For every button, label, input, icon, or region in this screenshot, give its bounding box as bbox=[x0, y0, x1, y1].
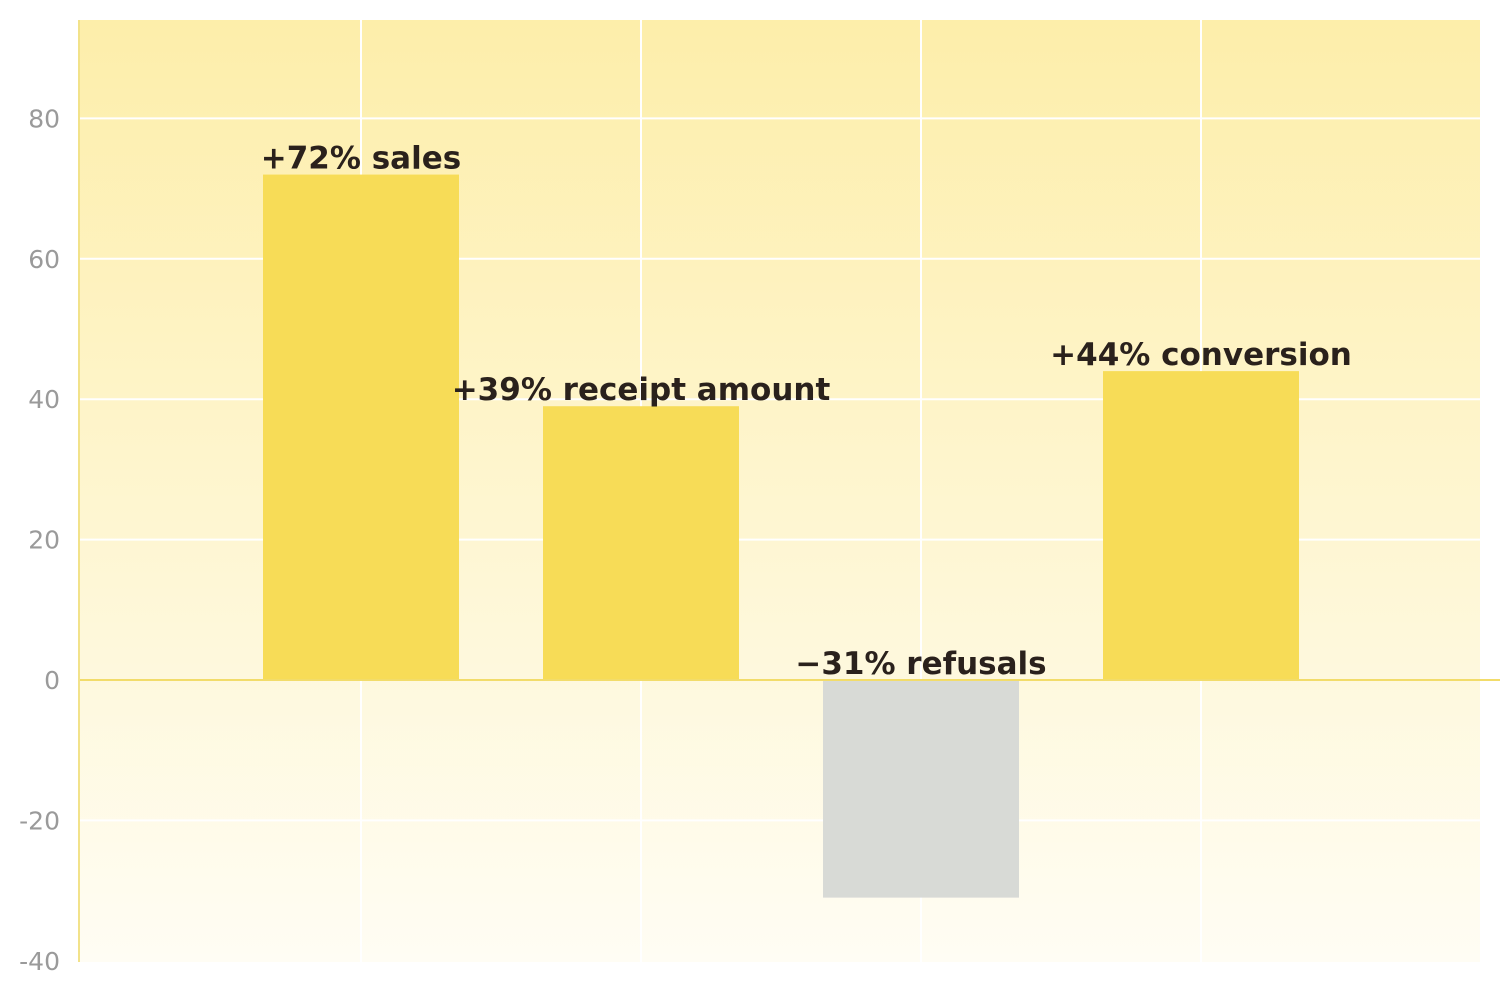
data-label: +39% receipt amount bbox=[452, 372, 831, 408]
bar-refusals bbox=[823, 680, 1019, 898]
y-tick-label: 0 bbox=[44, 666, 60, 695]
bars bbox=[263, 174, 1299, 898]
y-tick-label: 60 bbox=[28, 245, 60, 274]
y-tick-label: 40 bbox=[28, 385, 60, 414]
y-axis-tick-labels: 80 60 40 20 0 -20 -40 bbox=[19, 104, 60, 975]
data-label: +72% sales bbox=[261, 141, 461, 177]
y-tick-label: -40 bbox=[19, 947, 60, 976]
y-tick-label: 80 bbox=[28, 104, 60, 133]
y-tick-label: 20 bbox=[28, 526, 60, 555]
data-label: +44% conversion bbox=[1050, 337, 1352, 373]
bar-receipt-amount bbox=[543, 406, 739, 680]
data-labels: +72% sales +39% receipt amount −31% refusa… bbox=[261, 141, 1352, 682]
bar-sales bbox=[263, 174, 459, 680]
bar-conversion bbox=[1103, 371, 1299, 680]
y-tick-label: -20 bbox=[19, 806, 60, 835]
data-label: −31% refusals bbox=[795, 646, 1046, 682]
